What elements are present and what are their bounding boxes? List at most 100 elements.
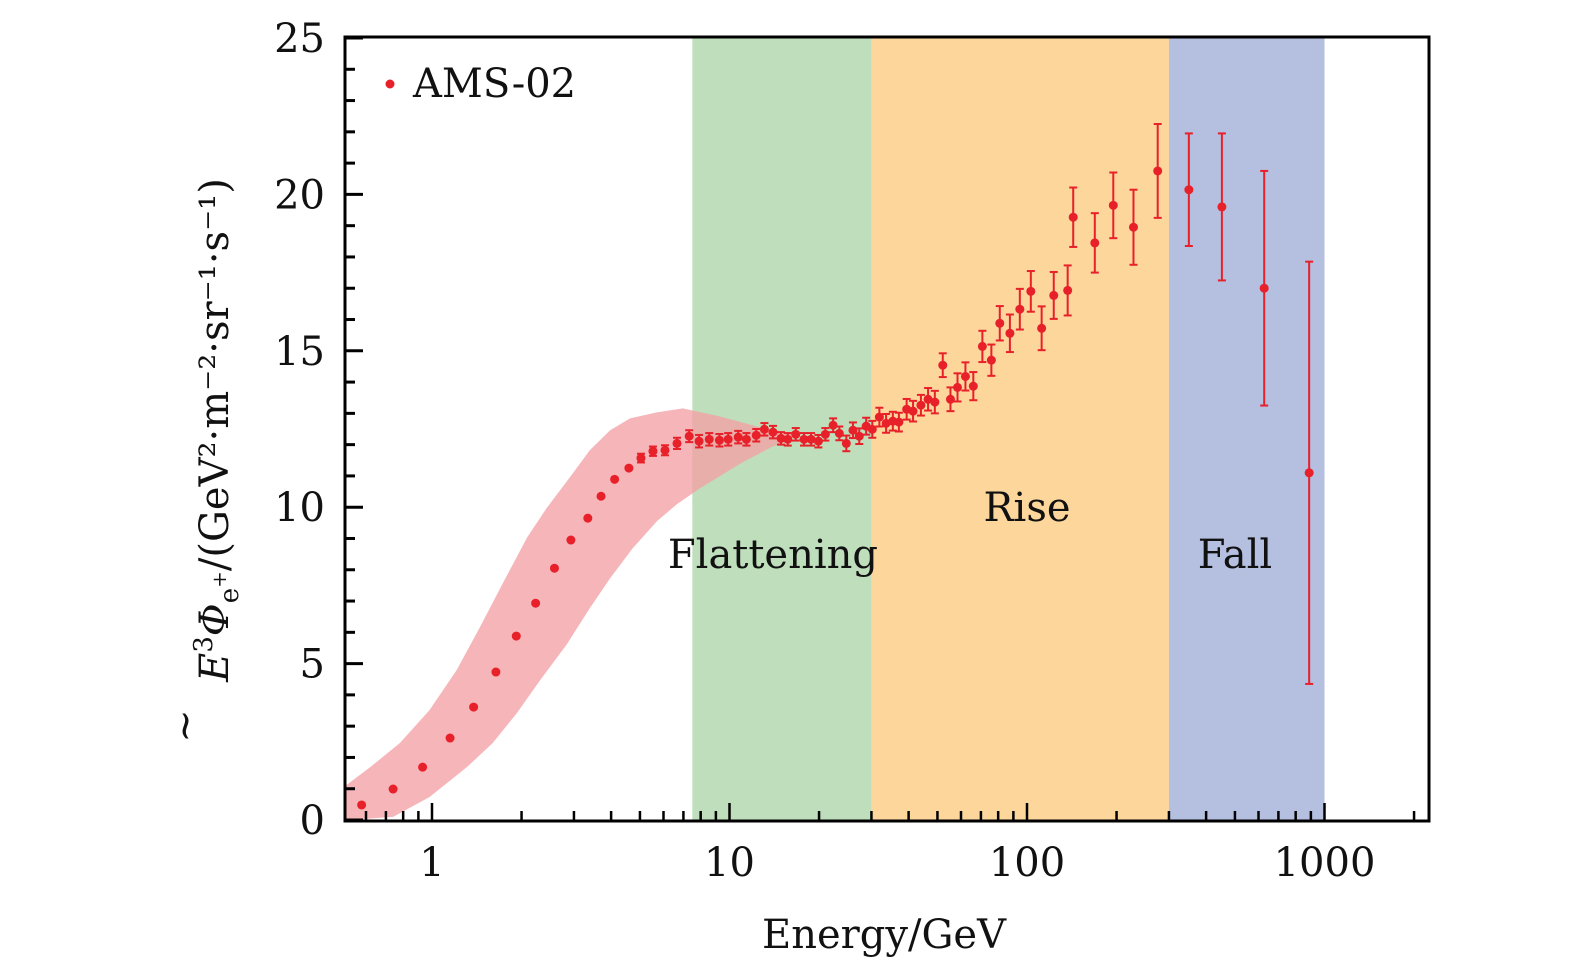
data-marker [968, 381, 978, 391]
y-title-tilde: ~ [162, 709, 208, 743]
data-point [1217, 132, 1227, 282]
data-marker [511, 631, 521, 641]
data-point [751, 428, 761, 443]
data-point [1015, 287, 1025, 331]
data-point [806, 432, 816, 447]
data-point [867, 419, 877, 439]
data-marker [672, 438, 682, 448]
data-point [704, 432, 714, 447]
data-marker [945, 394, 955, 404]
y-axis-title: E3Φe+/(GeV²·m⁻²·sr⁻¹·s⁻¹) ~ [162, 178, 245, 743]
data-marker [624, 463, 634, 473]
data-point [1108, 171, 1118, 240]
legend: AMS-02 [385, 61, 576, 107]
data-point [930, 389, 940, 415]
data-point [723, 432, 733, 447]
data-point [1026, 270, 1036, 313]
data-point [1005, 313, 1015, 354]
plot-frame [343, 35, 1431, 823]
data-point [388, 784, 398, 794]
data-point [1037, 305, 1047, 352]
data-point [491, 667, 501, 677]
data-marker [1128, 222, 1138, 232]
data-marker [357, 800, 367, 810]
region-label-rise: Rise [983, 485, 1070, 531]
regions-layer [692, 38, 1325, 820]
data-marker [867, 424, 877, 434]
data-point [834, 425, 844, 442]
data-point [977, 329, 987, 364]
data-point [1184, 132, 1194, 248]
data-point [968, 371, 978, 402]
data-marker [418, 762, 428, 772]
data-point [660, 444, 670, 457]
data-marker [916, 400, 926, 410]
data-marker [388, 784, 398, 794]
data-marker [1005, 328, 1015, 338]
data-point [1153, 123, 1163, 219]
y-title-phi-sub: e [215, 588, 245, 603]
data-marker [549, 563, 559, 573]
data-marker [723, 434, 733, 444]
legend-marker-ams-02 [385, 79, 395, 89]
data-marker [834, 428, 844, 438]
data-marker [759, 424, 769, 434]
data-point [768, 424, 778, 440]
uncertainty-band [346, 408, 800, 820]
data-marker [610, 474, 620, 484]
data-marker [684, 431, 694, 441]
data-marker [1068, 212, 1078, 222]
data-marker [960, 371, 970, 381]
ticks-layer: 0 5 10 15 20 25 1 10 100 1000 [274, 16, 1416, 886]
svg-text:E3Φe+/(GeV²·m⁻²·sr⁻¹·s⁻¹): E3Φe+/(GeV²·m⁻²·sr⁻¹·s⁻¹) [189, 178, 245, 683]
data-point [813, 433, 823, 449]
data-marker [1026, 286, 1036, 296]
data-marker [977, 341, 987, 351]
data-marker [820, 429, 830, 439]
data-marker [799, 434, 809, 444]
data-point [776, 431, 786, 446]
data-marker [660, 445, 670, 455]
data-marker [445, 733, 455, 743]
data-marker [648, 446, 658, 456]
data-point [938, 352, 948, 379]
data-marker [1015, 304, 1025, 314]
data-marker [768, 427, 778, 437]
data-point [1304, 260, 1314, 685]
data-marker [1153, 166, 1163, 176]
data-point [596, 491, 606, 501]
region-label-flattening: Flattening [668, 532, 878, 578]
data-point [636, 452, 646, 464]
data-marker [1108, 200, 1118, 210]
data-marker [694, 436, 704, 446]
data-marker [1037, 323, 1047, 333]
data-point [694, 433, 704, 449]
data-point [684, 429, 694, 444]
data-point [894, 411, 904, 433]
data-point [953, 372, 963, 403]
data-marker [531, 598, 541, 608]
data-marker [776, 433, 786, 443]
y-tick-label: 25 [274, 16, 325, 62]
region-label-fall: Fall [1198, 532, 1272, 578]
points-layer [357, 123, 1314, 810]
data-marker [930, 397, 940, 407]
data-point [874, 406, 884, 428]
data-point [566, 535, 576, 545]
y-title-phi: Φ [192, 603, 238, 636]
data-point [759, 422, 769, 437]
region-rise [871, 38, 1169, 820]
data-marker [828, 420, 838, 430]
data-marker [938, 360, 948, 370]
data-marker [636, 453, 646, 463]
data-marker [953, 382, 963, 392]
data-marker [841, 438, 851, 448]
x-axis-title: Energy/GeV [762, 912, 1007, 958]
x-tick-label: 10 [704, 840, 755, 886]
x-tick-label: 1 [419, 840, 444, 886]
x-tick-label: 1000 [1274, 840, 1376, 886]
data-point [960, 361, 970, 392]
data-point [841, 434, 851, 453]
data-point [511, 631, 521, 641]
y-title-units: /(GeV²·m⁻²·sr⁻¹·s⁻¹) [192, 178, 238, 571]
